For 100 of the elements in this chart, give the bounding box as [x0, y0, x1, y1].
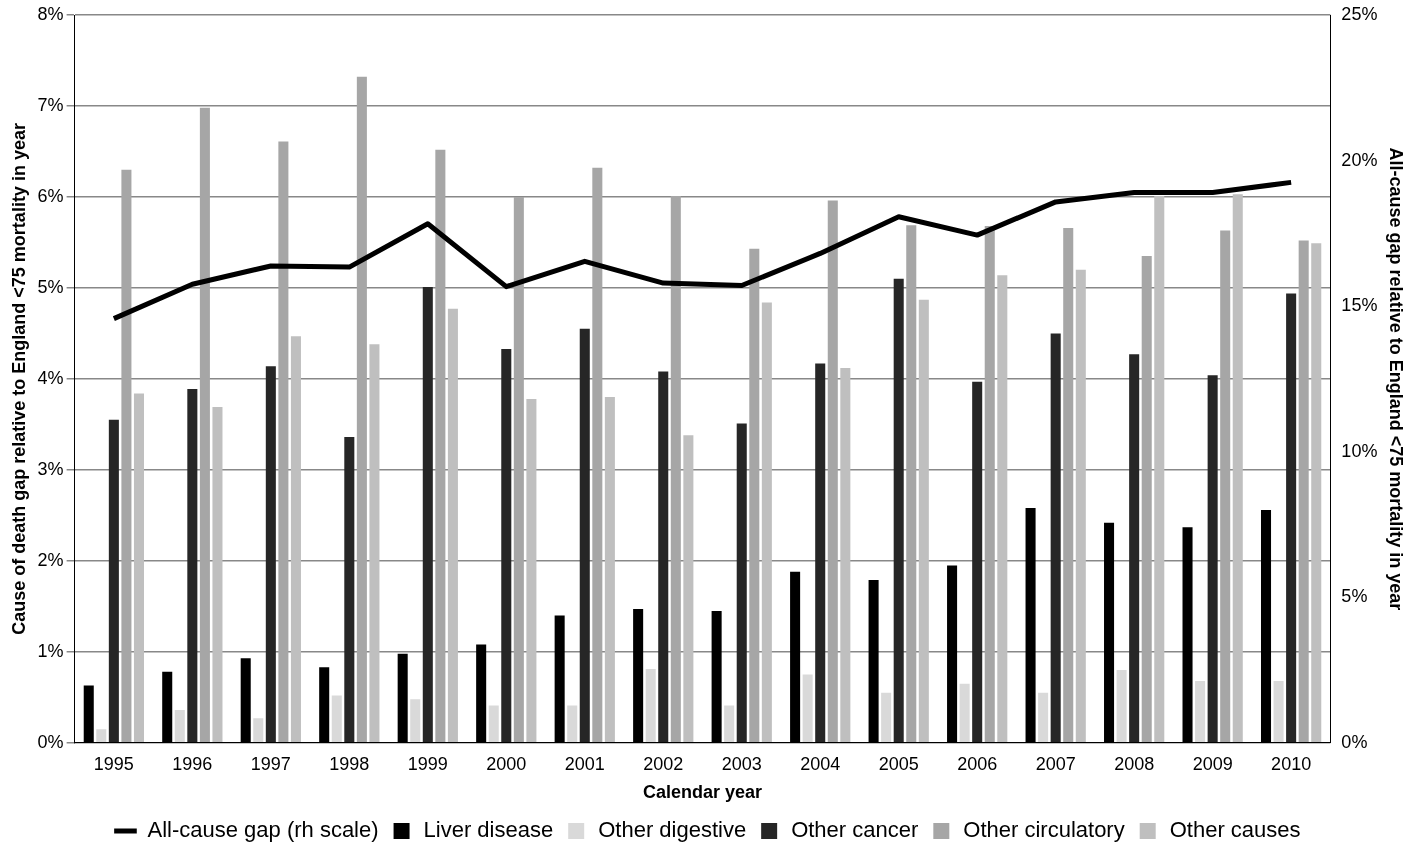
y2-tick-label: 25% — [1341, 3, 1378, 24]
bar — [133, 393, 144, 743]
x-tick-label: 2001 — [564, 753, 605, 774]
x-tick-label: 1996 — [172, 753, 213, 774]
bar — [513, 196, 524, 743]
bar — [906, 225, 917, 743]
bar — [369, 344, 380, 743]
bar — [121, 169, 132, 743]
bar — [881, 692, 892, 743]
bar — [410, 699, 421, 743]
x-tick-label: 2005 — [878, 753, 919, 774]
bar — [827, 200, 838, 743]
bar — [1286, 293, 1297, 743]
bar — [736, 423, 747, 743]
bar — [1273, 680, 1284, 743]
bar — [1220, 230, 1231, 743]
bar — [761, 302, 772, 743]
y2-tick-label: 0% — [1341, 731, 1368, 752]
bar — [1063, 227, 1074, 743]
x-tick-label: 2004 — [800, 753, 841, 774]
x-tick-label: 2002 — [643, 753, 684, 774]
bar — [331, 695, 342, 743]
y-tick-label: 5% — [37, 276, 64, 297]
bar — [278, 141, 289, 743]
legend-label: Other cancer — [791, 817, 919, 843]
legend-label: Liver disease — [423, 817, 554, 843]
bar — [749, 248, 760, 743]
y-tick-label: 6% — [37, 185, 64, 206]
bar — [893, 278, 904, 743]
bar — [802, 674, 813, 743]
x-tick-label: 1997 — [250, 753, 291, 774]
bar — [997, 275, 1008, 743]
bar — [1116, 670, 1127, 743]
bar — [604, 397, 615, 743]
bar — [840, 367, 851, 743]
bar — [1195, 680, 1206, 743]
bar — [501, 348, 512, 743]
y2-axis-title: All-cause gap relative to England <75 mortality in year — [1386, 147, 1407, 611]
bar — [959, 683, 970, 743]
bar — [174, 710, 185, 743]
bar — [290, 336, 301, 743]
bar — [815, 363, 826, 743]
bar — [645, 669, 656, 743]
bar — [592, 167, 603, 743]
bar — [265, 366, 276, 743]
bar — [1038, 692, 1049, 743]
y-axis-title: Cause of death gap relative to England <75 mortality in year — [8, 123, 29, 635]
bar — [422, 287, 433, 743]
bar — [670, 196, 681, 743]
bar — [984, 226, 995, 743]
bar — [356, 76, 367, 743]
bar — [658, 371, 669, 743]
y-tick-label: 0% — [37, 731, 64, 752]
x-tick-label: 2008 — [1114, 753, 1155, 774]
bar — [683, 435, 694, 743]
x-axis-title: Calendar year — [642, 782, 763, 803]
y-tick-label: 1% — [37, 640, 64, 661]
legend-label: Other digestive — [598, 817, 747, 843]
bar — [1154, 196, 1165, 743]
bar — [1298, 240, 1309, 743]
y-tick-label: 3% — [37, 458, 64, 479]
bar — [344, 437, 355, 743]
bar — [724, 705, 735, 743]
y-tick-label: 8% — [37, 3, 64, 24]
x-tick-label: 2006 — [957, 753, 998, 774]
bar — [96, 729, 107, 743]
x-tick-label: 2000 — [486, 753, 527, 774]
y2-tick-label: 5% — [1341, 586, 1368, 607]
bar — [253, 718, 264, 743]
bar — [918, 299, 929, 743]
bar — [579, 328, 590, 743]
bar — [1129, 354, 1140, 743]
y2-tick-label: 10% — [1341, 440, 1378, 461]
x-tick-label: 2010 — [1271, 753, 1312, 774]
bar — [1311, 243, 1322, 743]
legend-label: All-cause gap (rh scale) — [147, 817, 379, 843]
bar — [187, 388, 198, 743]
x-tick-label: 1995 — [93, 753, 134, 774]
x-tick-label: 2007 — [1035, 753, 1076, 774]
legend-label: Other circulatory — [963, 817, 1125, 843]
bar — [1141, 256, 1152, 743]
bar — [567, 705, 578, 743]
x-tick-label: 2003 — [721, 753, 762, 774]
bar — [435, 149, 446, 743]
x-tick-label: 1999 — [407, 753, 448, 774]
bar — [212, 407, 223, 743]
bar — [972, 381, 983, 743]
bar — [1232, 194, 1243, 743]
bar — [108, 419, 119, 743]
bar — [447, 308, 458, 743]
y-tick-label: 7% — [37, 94, 64, 115]
y-tick-label: 4% — [37, 367, 64, 388]
bar — [526, 398, 537, 743]
legend-label: Other causes — [1169, 817, 1301, 843]
bar — [199, 107, 210, 743]
bar — [1207, 375, 1218, 743]
y2-tick-label: 15% — [1341, 295, 1378, 316]
x-tick-label: 2009 — [1192, 753, 1233, 774]
y-tick-label: 2% — [37, 549, 64, 570]
y2-tick-label: 20% — [1341, 149, 1378, 170]
